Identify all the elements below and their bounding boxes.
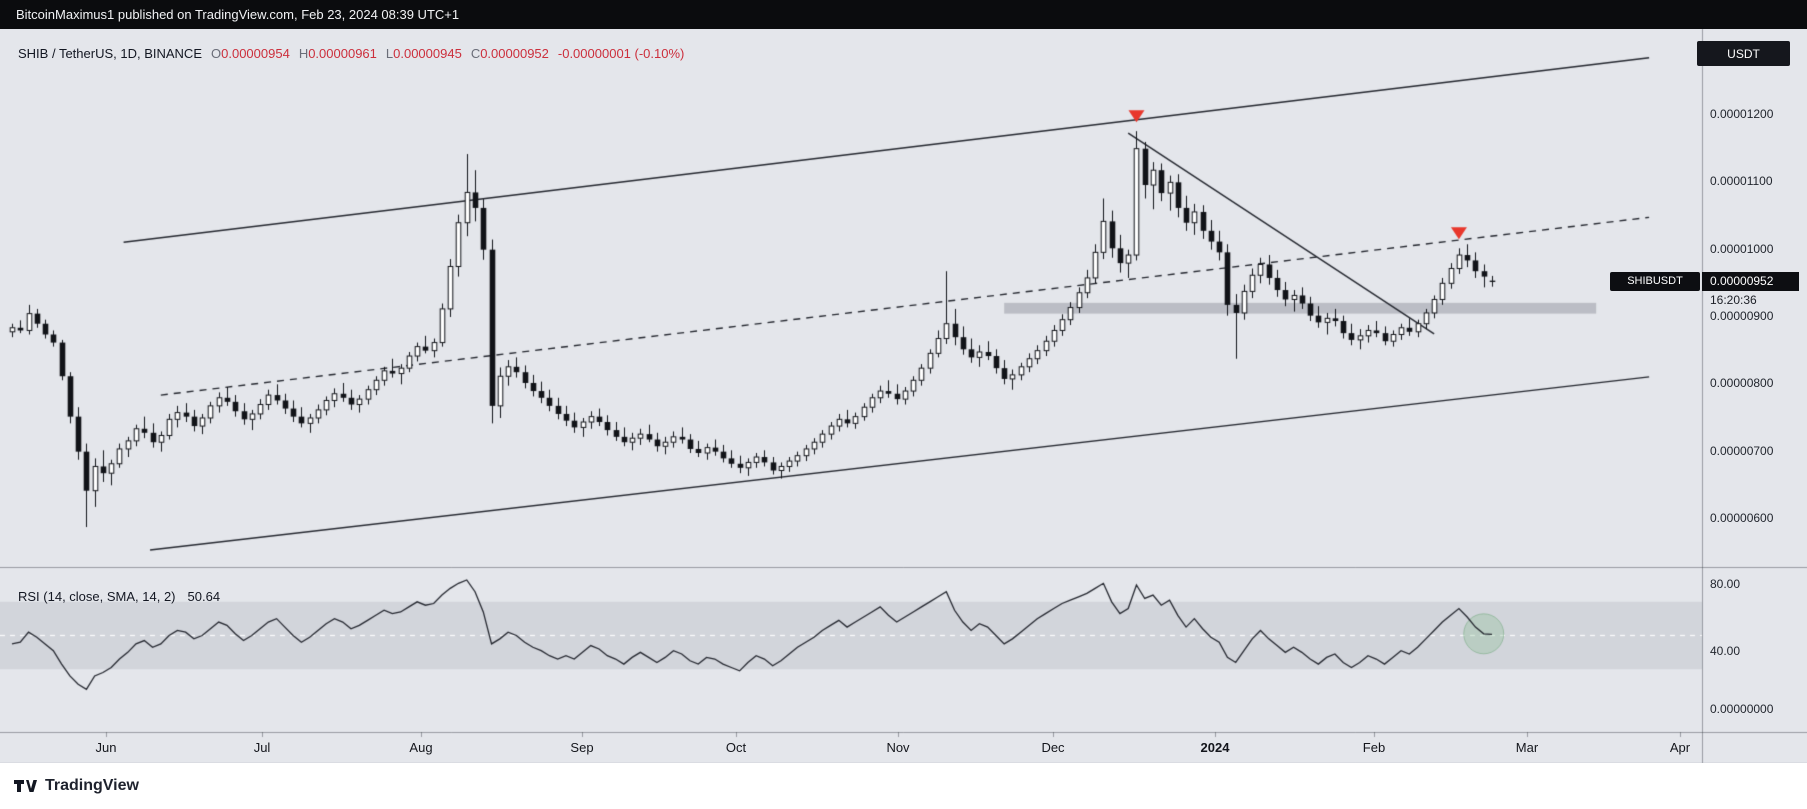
time-axis-label: Aug (409, 740, 433, 755)
time-axis-label: Sep (570, 740, 594, 755)
time-axis-label: Mar (1515, 740, 1539, 755)
time-axis-label: Jun (95, 740, 117, 755)
rsi-legend: RSI (14, close, SMA, 14, 2) 50.64 (18, 589, 220, 604)
rsi-axis-label: 80.00 (1710, 577, 1741, 591)
time-axis-label: Nov (886, 740, 910, 755)
price-axis-label: 0.00000700 (1710, 443, 1774, 458)
low-value: 0.00000945 (393, 46, 462, 61)
currency-toggle-button[interactable]: USDT (1697, 41, 1790, 66)
time-axis-label: Apr (1669, 740, 1691, 755)
price-axis-label: 0.00000800 (1710, 376, 1774, 391)
price-axis-label: 0.00001100 (1710, 174, 1773, 189)
symbol-title[interactable]: SHIB / TetherUS, 1D, BINANCE (18, 46, 202, 61)
change-value: -0.00000001 (-0.10%) (557, 46, 685, 61)
bar-countdown: 16:20:36 (1710, 292, 1757, 307)
time-axis-label: Dec (1041, 740, 1065, 755)
footer-bar: TradingView (0, 763, 1807, 809)
time-axis-label: 2024 (1200, 740, 1230, 755)
close-value: 0.00000952 (480, 46, 549, 61)
price-axis-label: 0.00001200 (1710, 107, 1774, 121)
price-axis-label: 0.00000600 (1710, 510, 1774, 525)
tradingview-wordmark[interactable]: TradingView (45, 777, 139, 794)
price-axis[interactable]: 0.00001200 0.00001100 0.00001000 0.00000900… (1702, 0, 1807, 763)
time-axis-label: Oct (725, 740, 747, 755)
tradingview-logo-icon (14, 780, 37, 792)
publish-info-bar: BitcoinMaximus1 published on TradingView… (0, 0, 1807, 29)
high-value: 0.00000961 (308, 46, 377, 61)
close-label: C (470, 46, 481, 61)
symbol-price-badge: SHIBUSDT (1610, 271, 1700, 291)
time-axis-label: Feb (1362, 740, 1386, 755)
chart-legend: SHIB / TetherUS, 1D, BINANCE O0.00000954 H… (18, 46, 684, 61)
rsi-indicator-title[interactable]: RSI (14, close, SMA, 14, 2) (18, 589, 176, 604)
publish-info-text: BitcoinMaximus1 published on TradingView… (16, 7, 460, 22)
open-value: 0.00000954 (221, 46, 290, 61)
last-price-badge: 0.00000952 (1702, 271, 1799, 291)
high-label: H (298, 46, 309, 61)
price-axis-label: 0.00000900 (1710, 308, 1774, 323)
price-axis-label: 0.00001000 (1710, 241, 1774, 256)
rsi-value: 50.64 (187, 589, 221, 604)
rsi-axis-label: 40.00 (1710, 644, 1741, 658)
time-axis[interactable]: Jun Jul Aug Sep Oct Nov Dec 2024 Feb Mar Apr (0, 732, 1807, 763)
open-label: O (211, 46, 222, 61)
low-label: L (385, 46, 394, 61)
rsi-axis-label: 0.00000000 (1710, 702, 1774, 716)
time-axis-label: Jul (253, 740, 271, 755)
